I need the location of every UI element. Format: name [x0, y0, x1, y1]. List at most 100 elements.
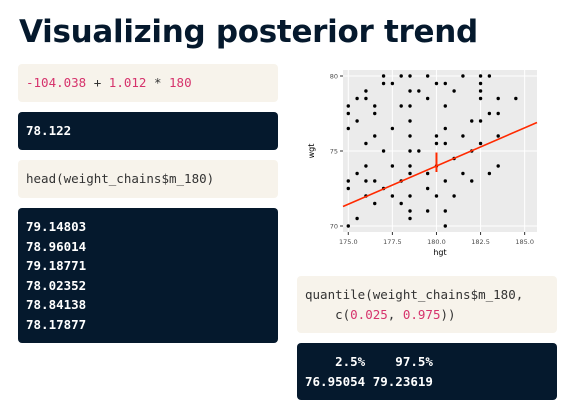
data-point: [434, 194, 439, 198]
data-point: [425, 171, 430, 176]
data-point: [452, 89, 456, 93]
data-point: [390, 194, 395, 198]
trend-line: [342, 121, 538, 208]
code-token: 78.17877: [26, 316, 87, 332]
data-point: [496, 96, 500, 101]
data-point: [399, 104, 403, 108]
y-axis-label: wgt: [307, 144, 316, 159]
code-token: +: [86, 75, 109, 90]
data-point: [373, 111, 377, 116]
output-block: 2.5% 97.5% 76.95054 79.23619: [297, 343, 557, 400]
data-point: [496, 134, 500, 138]
code-line: 79.18771: [26, 256, 270, 276]
data-point: [346, 186, 350, 191]
data-point: [408, 89, 412, 93]
x-tick-label: 177.5: [383, 238, 402, 246]
code-line: quantile(weight_chains$m_180,: [305, 285, 549, 305]
data-point: [443, 104, 447, 108]
x-tick-label: 185.0: [515, 238, 534, 246]
data-point: [443, 224, 447, 228]
code-line: head(weight_chains$m_180): [26, 169, 270, 189]
data-point: [346, 111, 350, 116]
code-block: quantile(weight_chains$m_180, c(0.025, 0…: [297, 276, 557, 333]
data-point: [355, 96, 359, 101]
code-token: 79.18771: [26, 258, 87, 273]
data-point: [443, 179, 447, 183]
data-point: [408, 171, 412, 176]
data-point: [408, 74, 412, 78]
data-point: [496, 111, 500, 116]
data-point: [364, 164, 368, 168]
data-point: [443, 209, 447, 213]
code-token: 78.02352: [26, 277, 87, 293]
code-line: 76.95054 79.23619: [305, 372, 549, 392]
code-line: 78.122: [26, 121, 270, 141]
data-point: [408, 149, 412, 153]
output-block: 79.14803 78.96014 79.18771 78.02352 78.84138…: [18, 208, 278, 343]
data-point: [478, 74, 483, 78]
code-line: 78.96014: [26, 237, 270, 257]
data-point: [417, 149, 421, 153]
data-point: [364, 179, 368, 183]
data-point: [408, 119, 412, 123]
data-point: [408, 104, 412, 108]
code-token: 76.95054 79.23619: [305, 373, 441, 389]
data-point: [425, 209, 430, 213]
data-point: [461, 134, 465, 138]
data-point: [346, 179, 350, 183]
code-token: quantile(weight_chains$m_180,: [305, 287, 524, 302]
data-point: [408, 134, 412, 138]
data-point: [364, 141, 368, 146]
code-token: 2.5% 97.5%: [305, 354, 441, 369]
code-token: -104.038: [26, 75, 87, 90]
data-point: [381, 149, 386, 153]
code-token: 0.975: [402, 306, 441, 322]
data-point: [478, 119, 483, 123]
data-point: [390, 164, 395, 168]
data-point: [346, 104, 350, 108]
data-point: [478, 141, 483, 146]
y-tick-label: 80: [330, 72, 338, 80]
code-token: 78.84138: [26, 297, 87, 312]
data-point: [478, 81, 483, 86]
data-point: [434, 141, 439, 146]
data-point: [443, 126, 447, 131]
code-line: -104.038 + 1.012 * 180: [26, 73, 270, 93]
data-point: [390, 81, 395, 86]
data-point: [355, 119, 359, 123]
data-point: [408, 164, 412, 168]
data-point: [443, 81, 447, 86]
code-block: -104.038 + 1.012 * 180: [18, 64, 278, 102]
slide-title: Visualizing posterior trend: [19, 14, 478, 50]
data-point: [487, 111, 492, 116]
code-line: 78.02352: [26, 276, 270, 296]
data-point: [399, 201, 403, 206]
code-line: 78.17877: [26, 315, 270, 335]
data-point: [470, 179, 474, 183]
data-point: [381, 81, 386, 86]
data-point: [390, 126, 395, 131]
data-point: [417, 89, 421, 93]
data-point: [355, 216, 359, 221]
data-point: [470, 119, 474, 123]
data-point: [478, 96, 483, 101]
code-line: 78.84138: [26, 295, 270, 315]
x-tick-label: 180.0: [427, 238, 446, 246]
data-point: [373, 104, 377, 108]
code-line: c(0.025, 0.975)): [305, 305, 549, 325]
code-token: c(: [305, 306, 351, 322]
data-point: [425, 186, 430, 191]
data-point: [364, 96, 368, 101]
code-token: 1.012: [108, 75, 147, 90]
data-point: [399, 74, 403, 78]
x-tick-label: 175.0: [339, 238, 358, 246]
x-tick-label: 182.5: [471, 238, 490, 246]
data-point: [443, 141, 447, 146]
data-point: [487, 171, 492, 176]
data-point: [408, 194, 412, 198]
code-token: 180: [169, 75, 192, 90]
code-token: 78.122: [26, 123, 72, 138]
data-point: [408, 216, 412, 221]
data-point: [373, 179, 377, 183]
